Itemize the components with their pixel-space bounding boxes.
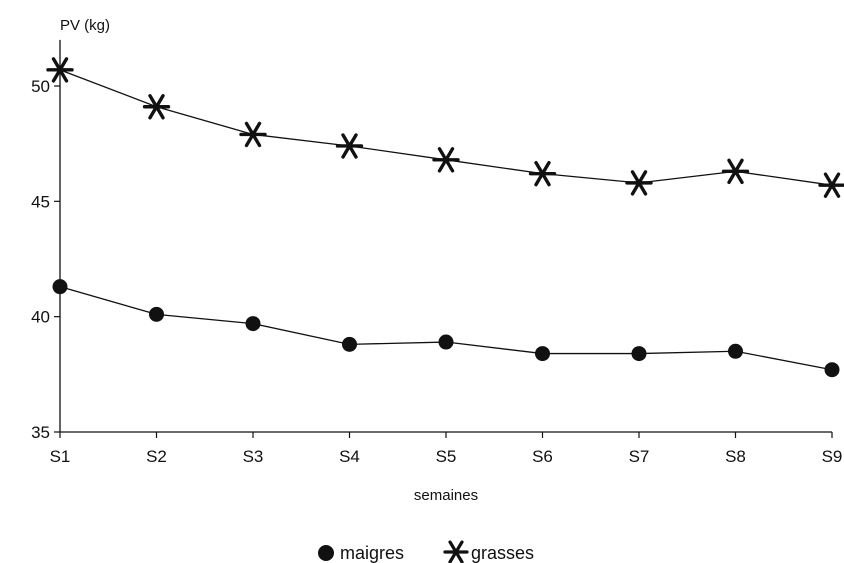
data-point-maigres: [52, 279, 68, 295]
x-tick-label: S6: [532, 447, 553, 466]
data-point-maigres: [824, 362, 840, 378]
series-grasses: [46, 57, 844, 198]
x-tick-label: S3: [243, 447, 264, 466]
data-point-maigres: [535, 346, 550, 362]
series-line-maigres: [59, 286, 833, 371]
data-point-grasses: [142, 94, 171, 120]
x-ticks: S1 S2 S3 S4 S5 S6 S7 S8 S9: [50, 432, 843, 466]
legend-marker-maigres: [318, 545, 334, 561]
legend-label-maigres: maigres: [340, 543, 404, 563]
y-tick-label: 45: [31, 192, 50, 211]
x-tick-label: S4: [339, 447, 360, 466]
x-axis-label: semaines: [414, 487, 478, 504]
x-tick-label: S5: [436, 447, 457, 466]
x-tick-label: S8: [725, 447, 746, 466]
data-point-maigres: [631, 346, 647, 362]
series-maigres: [52, 279, 840, 378]
x-tick-label: S9: [822, 447, 843, 466]
data-point-grasses: [46, 57, 74, 83]
series-line-grasses: [59, 69, 833, 186]
x-tick-label: S7: [629, 447, 650, 466]
y-tick-label: 40: [31, 308, 50, 327]
legend: maigres grasses: [318, 540, 534, 563]
data-point-maigres: [245, 316, 261, 332]
data-point-maigres: [149, 306, 164, 322]
legend-marker-grasses: [443, 540, 469, 563]
data-point-grasses: [528, 160, 557, 187]
y-axis-label: PV (kg): [60, 17, 110, 34]
x-tick-label: S2: [146, 447, 167, 466]
y-tick-label: 35: [31, 423, 50, 442]
series-layer: [46, 57, 844, 378]
x-tick-label: S1: [50, 447, 71, 466]
y-tick-label: 50: [31, 77, 50, 96]
data-point-grasses: [721, 158, 750, 185]
data-point-grasses: [625, 170, 653, 196]
axes: [59, 39, 832, 433]
data-point-maigres: [342, 336, 357, 352]
legend-label-grasses: grasses: [471, 543, 534, 563]
data-point-maigres: [438, 334, 454, 350]
data-point-grasses: [335, 133, 364, 159]
data-point-grasses: [239, 121, 267, 148]
data-point-grasses: [818, 172, 844, 198]
data-point-maigres: [728, 343, 743, 359]
y-ticks: 35 40 45 50: [31, 77, 60, 442]
data-point-grasses: [432, 147, 460, 173]
